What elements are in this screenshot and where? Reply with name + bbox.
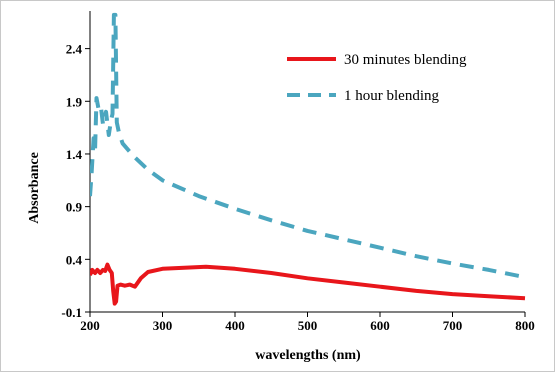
x-tick-label: 200 <box>80 318 100 333</box>
legend-label-2: 1 hour blending <box>344 88 439 104</box>
x-tick-label: 800 <box>515 318 535 333</box>
y-tick-label: 1.9 <box>66 94 83 109</box>
y-tick-label: 2.4 <box>66 42 83 57</box>
y-tick-label: 0.4 <box>66 252 83 267</box>
x-axis-title: wavelengths (nm) <box>255 348 361 363</box>
legend-label-1: 30 minutes blending <box>344 52 467 68</box>
series-line-1 <box>90 265 525 304</box>
legend: 30 minutes blending 1 hour blending <box>287 52 467 104</box>
x-tick-label: 400 <box>225 318 245 333</box>
x-tick-label: 300 <box>153 318 173 333</box>
x-tick-label: 500 <box>298 318 318 333</box>
x-tick-label: 700 <box>443 318 463 333</box>
ticks: 200 300 400 500 600 700 800 -0.1 0.4 0.9 1.4 1.9 2.4 <box>61 42 534 333</box>
x-tick-label: 600 <box>370 318 390 333</box>
y-tick-label: -0.1 <box>61 305 82 320</box>
y-axis-title: Absorbance <box>27 152 42 224</box>
y-tick-label: 1.4 <box>66 147 83 162</box>
y-tick-label: 0.9 <box>66 200 83 215</box>
